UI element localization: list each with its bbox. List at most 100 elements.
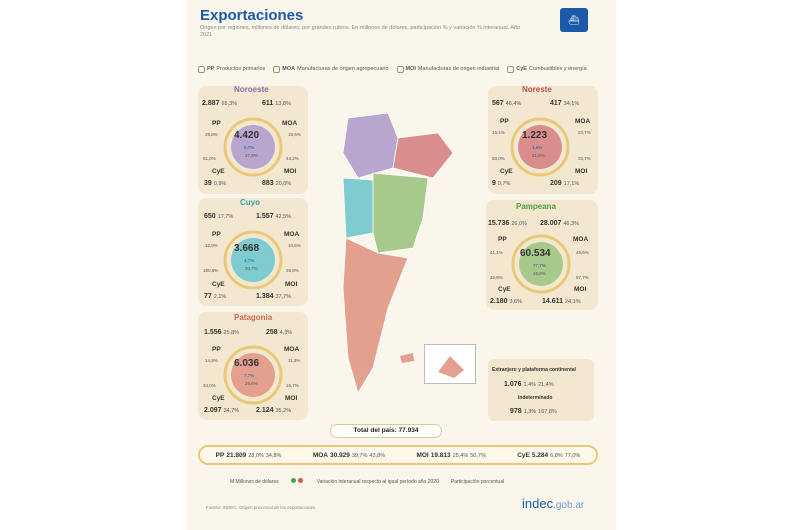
patagonia-cye-tag: CyE (212, 395, 225, 402)
noreste-moa-value: 417 34,1% (550, 100, 580, 107)
noroeste-moa-tag: MOA (282, 120, 298, 127)
cuyo-cye-tag: CyE (212, 281, 225, 288)
patagonia-share: 7,7% (244, 373, 255, 378)
source-note: Fuente: INDEC. Origen provincial de las … (206, 505, 317, 510)
noroeste-donut (223, 117, 283, 177)
map-region-cuyo (342, 177, 374, 239)
noroeste-moi-value: 883 20,0% (262, 180, 292, 187)
noreste-moi-tag: MOI (575, 168, 588, 175)
noreste-share: 1,6% (532, 145, 543, 150)
patagonia-cye-value: 2.097 34,7% (204, 407, 240, 414)
region-title-patagonia: Patagonia (234, 313, 273, 322)
extra-categories-box (488, 359, 594, 421)
patagonia-moi-value: 2.124 35,2% (256, 407, 292, 414)
noroeste-pp-tag: PP (212, 120, 221, 127)
noreste-moi-value: 209 17,1% (550, 180, 580, 187)
patagonia-donut (223, 345, 283, 405)
key-legend: M Millones de dólares Variación interanu… (230, 478, 610, 485)
cuyo-cye-value: 77 2,1% (204, 293, 227, 300)
map-region-pampeana (372, 172, 429, 254)
cuyo-pp-value: 650 17,7% (204, 213, 234, 220)
rubro-total-pp: PP 21.809 28,0% 34,8% (215, 451, 282, 459)
patagonia-moi-tag: MOI (285, 395, 298, 402)
rubro-total-cye: CyE 5.284 6,8% 77,0% (517, 451, 581, 459)
page-title: Exportaciones (200, 7, 304, 24)
cuyo-pp-tag: PP (212, 231, 221, 238)
cuyo-moa-tag: MOA (284, 231, 300, 238)
cuyo-moi-tag: MOI (285, 281, 298, 288)
noroeste-cye-var: 61,0% (203, 156, 216, 161)
patagonia-pp-var: 14,8% (205, 358, 218, 363)
cuyo-pp-var: 12,9% (205, 243, 218, 248)
wheat-icon (198, 65, 205, 73)
patagonia-pp-tag: PP (212, 346, 221, 353)
legend-item-cye: CyE Combustibles y energía (507, 65, 587, 73)
pampeana-pp-value: 15.736 26,0% (488, 220, 527, 227)
legend-item-pp: PP Productos primarios (198, 65, 265, 73)
map-region-noroeste (342, 112, 399, 179)
pampeana-moa-value: 28.007 46,3% (540, 220, 579, 227)
noreste-cye-tag: CyE (500, 168, 513, 175)
rubro-total-moa: MOA 30.929 39,7% 43,8% (312, 451, 386, 459)
antarctica-inset-map (424, 344, 476, 384)
red-dot-icon (297, 478, 303, 483)
cuyo-moi-value: 1.384 37,7% (256, 293, 292, 300)
key-dots (290, 478, 305, 485)
pampeana-var: 45,8% (533, 271, 546, 276)
cuyo-var: 20,7% (245, 266, 258, 271)
map-region-patagonia (342, 237, 409, 394)
page-subtitle: Origen por regiones, millones de dólares… (200, 25, 521, 38)
pampeana-moi-tag: MOI (574, 286, 587, 293)
fuel-icon (507, 65, 515, 73)
patagonia-moa-value: 258 4,3% (266, 329, 293, 336)
noreste-moi-var: 33,7% (578, 156, 591, 161)
noroeste-var: 27,9% (245, 153, 258, 158)
map-malvinas (400, 353, 414, 363)
pampeana-cye-value: 2.180 3,6% (490, 298, 523, 305)
pampeana-share: 77,7% (533, 263, 546, 268)
key-variation: Variación interanual respecto al igual p… (316, 478, 439, 485)
pampeana-pp-var: 41,1% (490, 250, 503, 255)
noroeste-total: 4.420 (234, 130, 260, 141)
key-share: Participación porcentual (450, 478, 505, 485)
legend-item-moa: MOA Manufacturas de origen agropecuario (273, 65, 389, 73)
extranjero-value: 1.076 1,4% 21,4% (504, 381, 554, 388)
cuyo-moi-var: 29,8% (286, 268, 299, 273)
cuyo-share: 4,7% (244, 258, 255, 263)
noroeste-pp-var: 28,8% (205, 132, 218, 137)
noreste-moa-tag: MOA (575, 118, 591, 125)
noreste-donut (510, 117, 570, 177)
pampeana-cye-var: 22,9% (490, 275, 503, 280)
legend-item-moi: MOI Manufacturas de origen industrial (396, 65, 499, 73)
noroeste-pp-value: 2.887 65,3% (202, 100, 238, 107)
bottle-icon (273, 65, 281, 73)
region-title-noroeste: Noroeste (234, 85, 269, 94)
indeterminado-label: Indeterminado (518, 395, 553, 401)
noroeste-moa-var: 19,6% (288, 132, 301, 137)
pampeana-moa-tag: MOA (573, 236, 589, 243)
cuyo-moa-value: 1.557 42,5% (256, 213, 292, 220)
truck-icon (396, 65, 404, 73)
pampeana-moi-value: 14.611 24,1% (542, 298, 581, 305)
ship-logo-icon: ⛴ (560, 8, 588, 32)
patagonia-moi-var: 16,7% (286, 383, 299, 388)
pampeana-donut (511, 234, 571, 294)
pampeana-cye-tag: CyE (498, 286, 511, 293)
map-region-noreste (392, 132, 454, 179)
pampeana-moi-var: 57,7% (576, 275, 589, 280)
cuyo-total: 3.668 (234, 243, 260, 254)
region-title-pampeana: Pampeana (516, 202, 557, 211)
noreste-pp-value: 567 46,4% (492, 100, 522, 107)
noreste-cye-var: 50,0% (492, 156, 505, 161)
cuyo-moa-var: 10,6% (288, 243, 301, 248)
pampeana-moa-var: 45,6% (576, 250, 589, 255)
noroeste-moi-var: 44,2% (286, 156, 299, 161)
region-title-noreste: Noreste (522, 85, 552, 94)
pampeana-pp-tag: PP (498, 236, 507, 243)
cuyo-cye-var: 180,6% (203, 268, 219, 273)
indec-logo: indec.gob.ar (522, 496, 585, 511)
rubro-total-moi: MOI 19.813 25,4% 50,7% (416, 451, 486, 459)
noroeste-moi-tag: MOI (284, 168, 297, 175)
patagonia-pp-value: 1.556 25,8% (204, 329, 240, 336)
